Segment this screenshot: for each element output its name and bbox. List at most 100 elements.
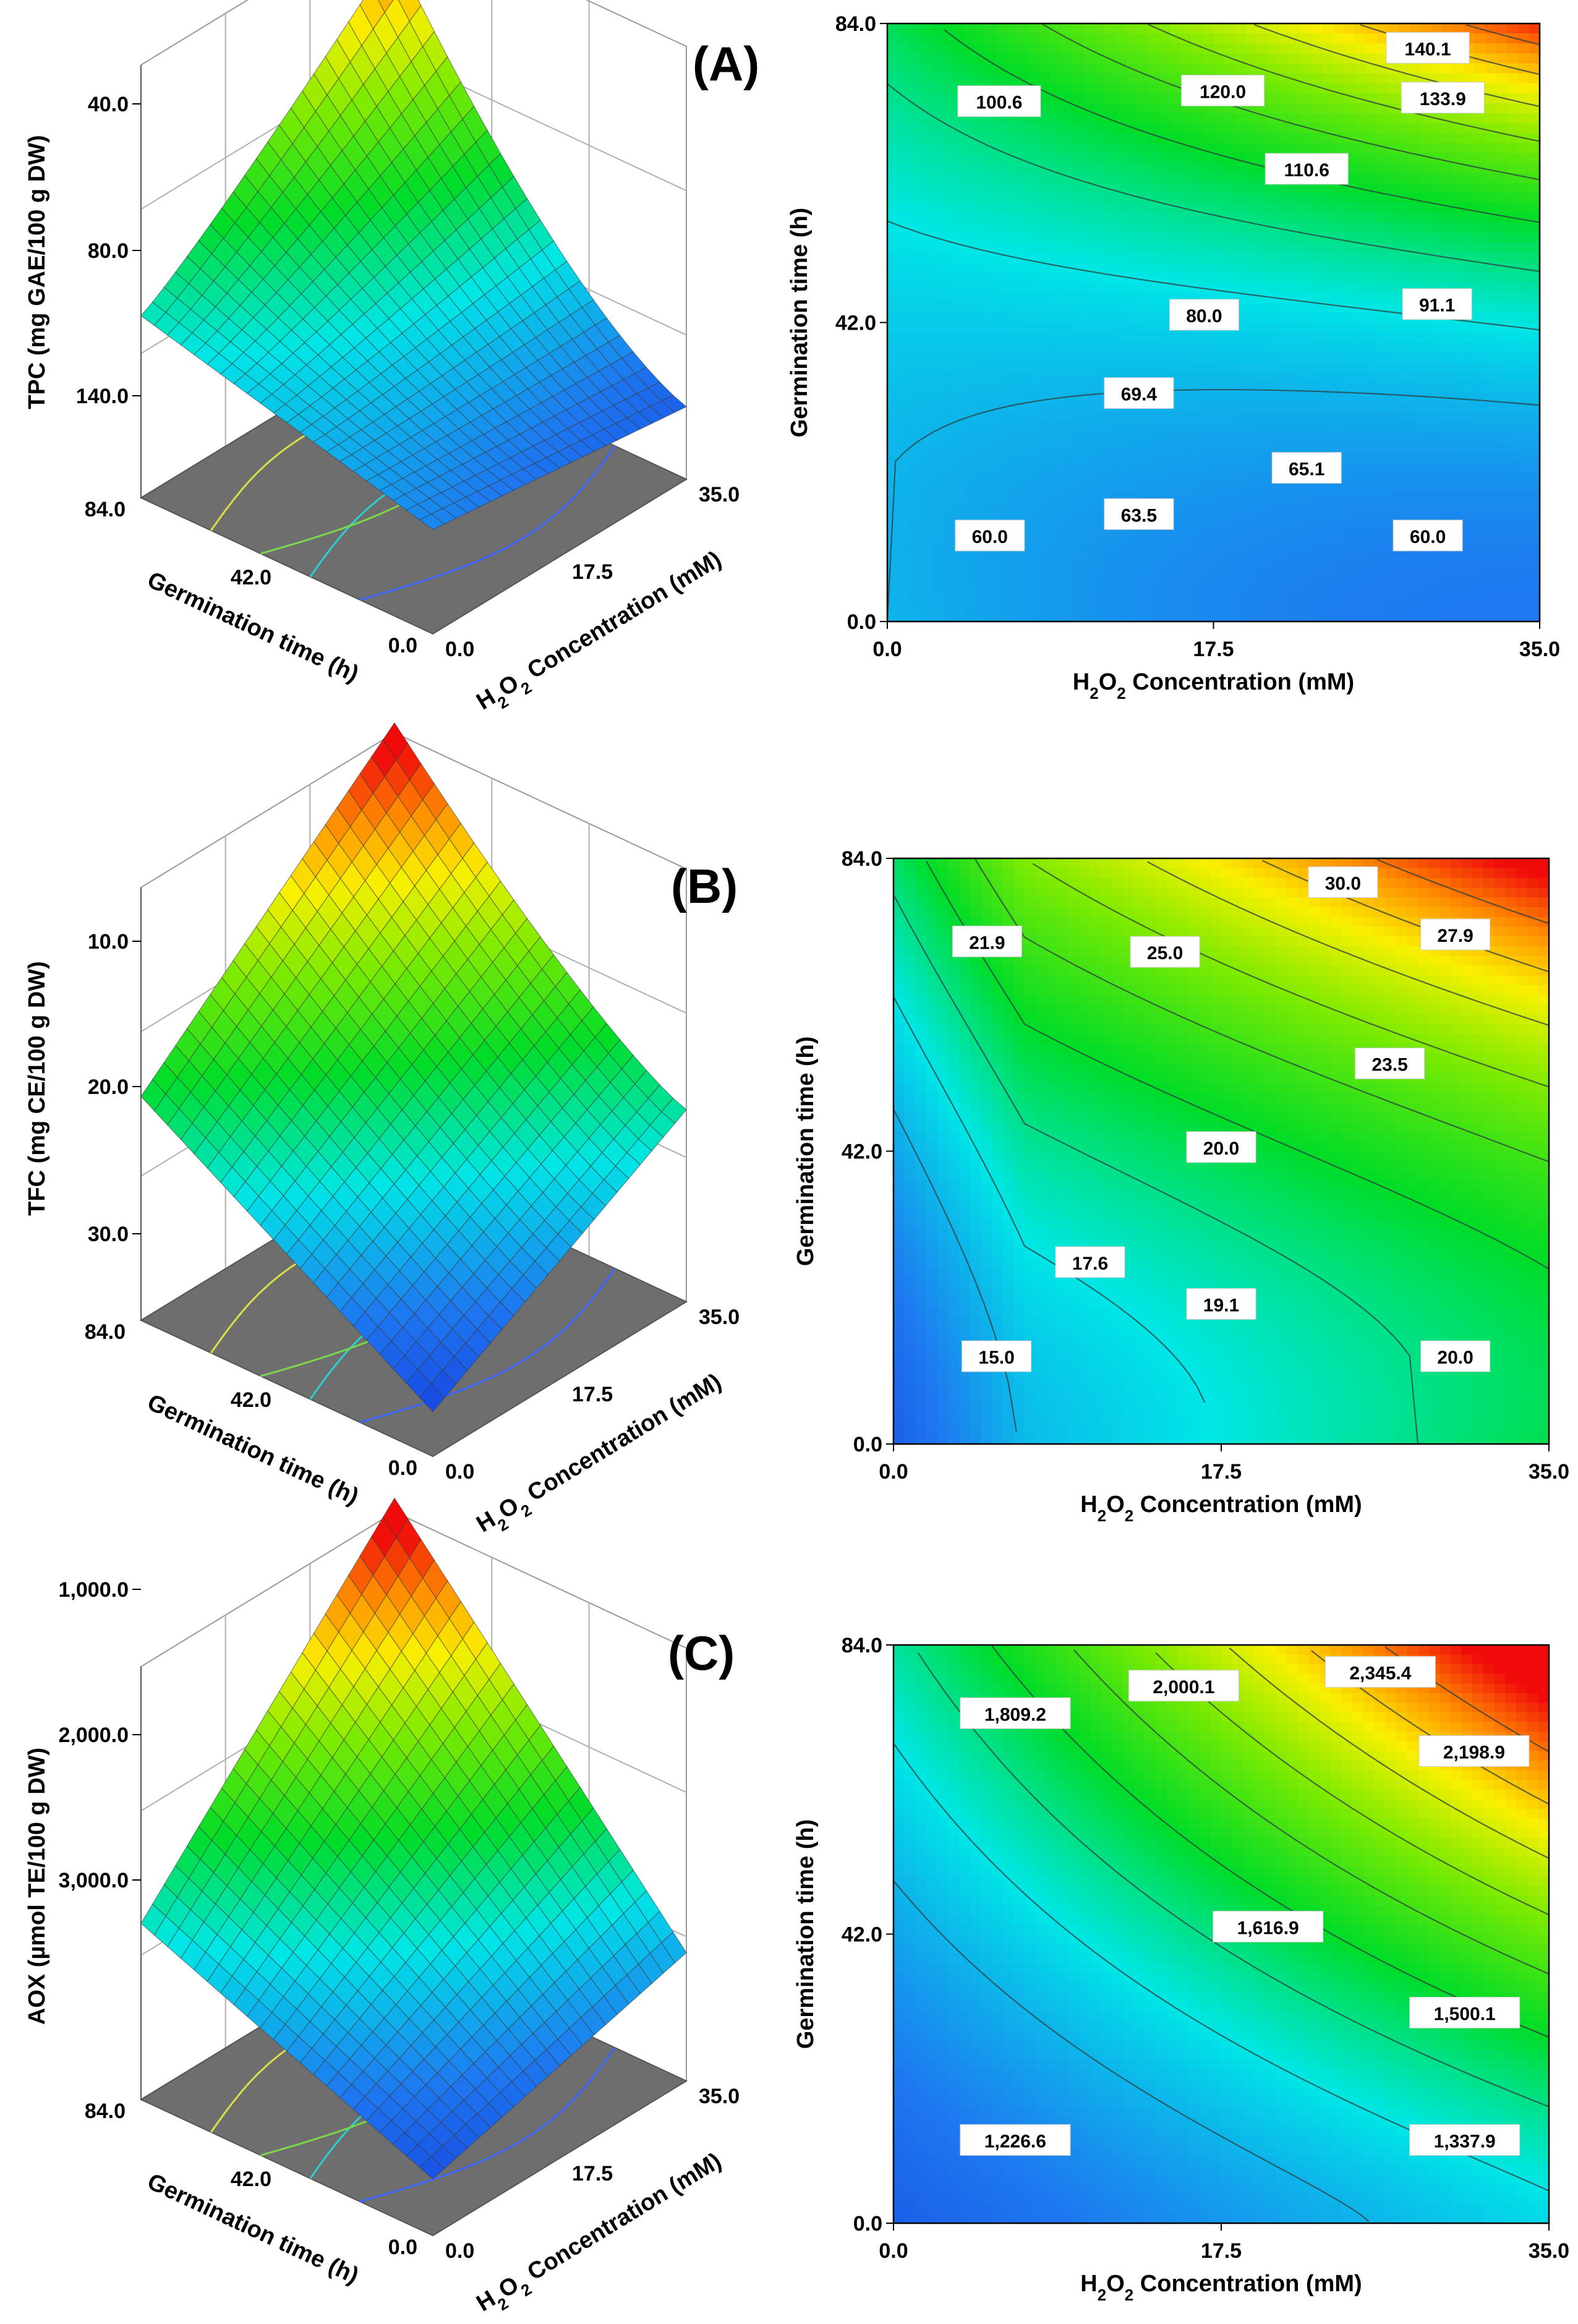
contour-cell [1072,591,1084,602]
contour-cell [1072,372,1084,383]
contour-cell [1322,203,1334,213]
contour-cell [919,312,931,323]
contour-cell [952,143,964,154]
contour-cell [1452,192,1464,203]
contour-cell [1420,182,1431,194]
contour-cell [919,352,931,363]
contour-cell [887,163,899,174]
contour-cell [919,23,931,34]
contour-cell [1018,472,1030,482]
contour-cell [1376,73,1388,84]
contour-cell [1007,472,1018,482]
contour-cell [1311,502,1323,513]
contour-cell [1180,242,1192,254]
contour-cell [1496,233,1508,244]
contour-cell [1202,153,1214,164]
contour-cell [1333,272,1345,283]
contour-cell [1018,581,1030,592]
contour-cell [1279,542,1290,552]
contour-cell [1474,482,1486,493]
contour-cell [1028,581,1040,592]
contour-cell [1170,332,1182,343]
contour-cell [1387,392,1399,403]
contour-cell [1246,462,1258,472]
x-tick-label: 0.0 [445,1460,474,1484]
contour-cell [919,402,931,413]
contour-cell [1137,203,1149,213]
contour-cell [1170,601,1182,612]
contour-cell [1018,432,1030,443]
contour-cell [1355,472,1367,482]
contour-cell [963,362,975,373]
contour-cell [1180,182,1192,194]
contour-cell [1159,143,1171,154]
contour-cell [1192,133,1203,143]
contour-cell [1148,571,1160,583]
contour-cell [1387,472,1399,482]
contour-cell [1279,63,1290,74]
contour-cell [1224,332,1236,343]
contour-cell [898,173,910,184]
contour-cell [1344,511,1355,523]
contour-cell [1398,452,1410,463]
contour-cell [1485,542,1497,552]
contour-cell [1050,133,1062,143]
contour-cell [1104,422,1116,433]
contour-cell [1268,133,1279,143]
contour-cell [1398,422,1410,433]
contour-cell [1192,601,1203,612]
contour-cell [985,601,997,612]
contour-cell [952,332,964,343]
contour-cell [1115,203,1127,213]
contour-cell [941,372,953,383]
contour-cell [1094,452,1106,463]
contour-cell [1213,482,1225,493]
contour-cell [1496,182,1508,194]
contour-cell [1246,581,1258,592]
contour-cell [1376,462,1388,472]
contour-cell [1485,133,1497,143]
contour-cell [1072,242,1084,254]
contour-cell [952,262,964,273]
contour-cell [1268,332,1279,343]
contour-cell [1376,562,1388,573]
contour-cell [1213,462,1225,472]
contour-cell [1485,472,1497,482]
contour-cell [1344,542,1355,552]
contour-cell [1180,262,1192,273]
contour-cell [1170,262,1182,273]
contour-cell [1083,23,1094,34]
contour-cell [887,422,899,433]
contour-cell [1496,53,1508,64]
contour-cell [1344,452,1355,463]
contour-cell [1137,601,1149,612]
contour-cell [1452,133,1464,143]
contour-cell [1268,521,1279,532]
contour-cell [1018,322,1030,333]
contour-cell [1398,571,1410,583]
contour-cell [1192,531,1203,542]
contour-cell [1224,133,1236,143]
contour-cell [1387,182,1399,194]
contour-cell [1072,492,1084,503]
contour-cell [1333,213,1345,223]
contour-cell [1496,352,1508,363]
contour-cell [1039,242,1051,254]
contour-cell [1094,33,1106,44]
contour-cell [963,502,975,513]
contour-cell [1474,562,1486,573]
contour-cell [1496,173,1508,184]
contour-cell [1376,521,1388,532]
contour-cell [1485,332,1497,343]
contour-cell [1268,591,1279,602]
contour-cell [1355,123,1367,134]
contour-cell [1387,133,1399,143]
contour-cell [1224,252,1236,263]
contour-cell [1180,452,1192,463]
contour-cell [1279,601,1290,612]
contour-cell [1311,63,1323,74]
contour-cell [1072,73,1084,84]
contour-cell [931,511,942,523]
contour-cell [996,601,1008,612]
contour-cell [1192,113,1203,124]
